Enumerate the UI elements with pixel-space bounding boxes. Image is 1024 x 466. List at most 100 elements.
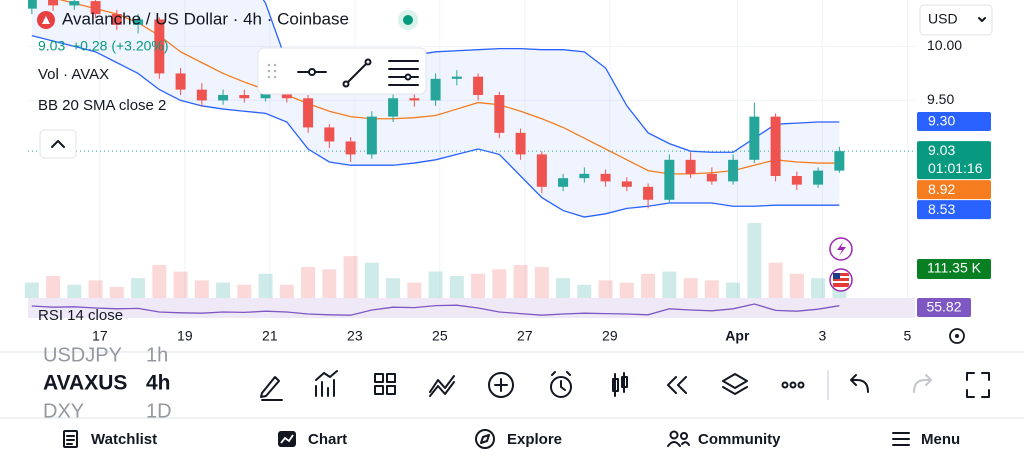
bottom-tools <box>260 370 990 401</box>
volume-bar <box>386 278 401 298</box>
nav-item[interactable]: Watchlist <box>91 431 157 448</box>
candle-body <box>685 159 696 174</box>
countdown: 01:01:16 <box>928 160 983 176</box>
volume-bar <box>577 284 592 298</box>
candle-body <box>515 132 526 155</box>
nav-item[interactable]: Community <box>698 431 781 448</box>
candle-body <box>175 73 186 90</box>
y-tick-label: 9.50 <box>927 91 954 107</box>
explore-icon <box>475 429 495 449</box>
volume-bar <box>279 284 294 298</box>
nav-item[interactable]: Chart <box>308 431 347 448</box>
volume-bar <box>811 278 826 298</box>
candle-body <box>111 14 122 25</box>
horizontal-line-tool[interactable] <box>297 68 327 76</box>
bb-legend: BB 20 SMA close 2 <box>38 97 166 114</box>
candle-body <box>664 159 675 200</box>
currency: USD <box>928 11 958 27</box>
candle-body <box>579 173 590 179</box>
candle-body <box>69 1 80 6</box>
symbol[interactable]: AVAXUS <box>43 372 127 395</box>
volume-bar <box>258 273 273 298</box>
alert-tool[interactable] <box>550 371 572 398</box>
volume-bar <box>492 269 507 298</box>
x-tick-label: 29 <box>602 328 618 344</box>
redo[interactable] <box>913 374 932 393</box>
candle-body <box>834 151 845 171</box>
volume-bar <box>46 275 61 298</box>
price-scale-label: 9.03 <box>928 142 955 158</box>
candle-body <box>239 95 250 99</box>
rsi-pane <box>28 298 915 318</box>
volume-bar <box>152 264 167 298</box>
volume-bar <box>24 282 39 298</box>
nav-icons <box>63 429 910 449</box>
rsi-scale-box <box>917 298 971 317</box>
volume-bar <box>173 271 188 298</box>
replay-tool[interactable] <box>667 376 687 394</box>
trend-line-tool[interactable] <box>342 58 372 88</box>
symbol[interactable]: DXY <box>43 400 84 422</box>
currency-select[interactable] <box>919 4 993 36</box>
volume-bar <box>534 267 549 298</box>
compare-tool[interactable] <box>429 375 455 397</box>
volume-bar <box>768 262 783 298</box>
candle-body <box>621 181 632 187</box>
more-tool[interactable] <box>781 381 805 389</box>
bb-basis-line <box>58 0 840 175</box>
volume-bar <box>216 282 231 298</box>
x-tick-label: 21 <box>262 328 278 344</box>
watchlist-icon <box>63 430 78 448</box>
volume-bar <box>67 284 82 298</box>
menu-icon <box>892 432 910 446</box>
symbol[interactable]: USDJPY <box>43 344 122 366</box>
volume-bar <box>471 273 486 298</box>
rsi-line <box>31 303 840 316</box>
layers-tool[interactable] <box>722 373 748 395</box>
candle-body <box>770 116 781 177</box>
settings-tool[interactable] <box>388 60 419 86</box>
volume-scale-box <box>917 259 991 279</box>
us-flag <box>833 273 849 287</box>
candle-body <box>303 98 314 128</box>
interval[interactable]: 1D <box>146 400 172 422</box>
x-tick-label: Apr <box>725 328 750 344</box>
y-tick-label: 10.00 <box>927 37 962 53</box>
candles-tool[interactable] <box>612 372 628 397</box>
volume-bar <box>726 282 741 298</box>
draw-tool[interactable] <box>260 376 283 401</box>
axis-settings[interactable] <box>949 328 965 344</box>
bb-lower-line <box>31 35 840 218</box>
indicators-tool[interactable] <box>315 370 338 397</box>
volume-bar <box>683 278 698 298</box>
nav-item[interactable]: Menu <box>921 431 960 448</box>
candle-body <box>728 159 739 182</box>
price-change: +0.28 (+3.20%) <box>72 38 169 54</box>
candle-body <box>366 116 377 155</box>
volume-bar <box>513 264 528 298</box>
lightning <box>837 242 846 256</box>
volume-bar <box>364 262 379 298</box>
volume-bar <box>662 271 677 298</box>
volume-bar <box>343 256 358 298</box>
candle-body <box>154 19 165 74</box>
market-status-dot <box>403 15 413 25</box>
volume-scale-label: 111.35 K <box>927 260 982 276</box>
interval[interactable]: 1h <box>146 344 168 366</box>
collapse-legend[interactable] <box>39 129 77 159</box>
price-scale-box <box>917 141 991 180</box>
volume-bar <box>619 282 634 298</box>
templates-tool[interactable] <box>374 373 396 395</box>
candle-body <box>388 98 399 117</box>
drag-handle[interactable] <box>267 63 277 79</box>
undo[interactable] <box>850 374 869 393</box>
add-tool[interactable] <box>488 372 514 398</box>
candle-body <box>409 98 420 101</box>
nav-item[interactable]: Explore <box>507 431 562 448</box>
candle-body <box>813 170 824 185</box>
interval[interactable]: 4h <box>146 372 171 395</box>
volume-bar <box>428 271 443 298</box>
fullscreen[interactable] <box>966 372 990 398</box>
price-scale-label: 8.53 <box>928 201 955 217</box>
candle-body <box>473 76 484 96</box>
